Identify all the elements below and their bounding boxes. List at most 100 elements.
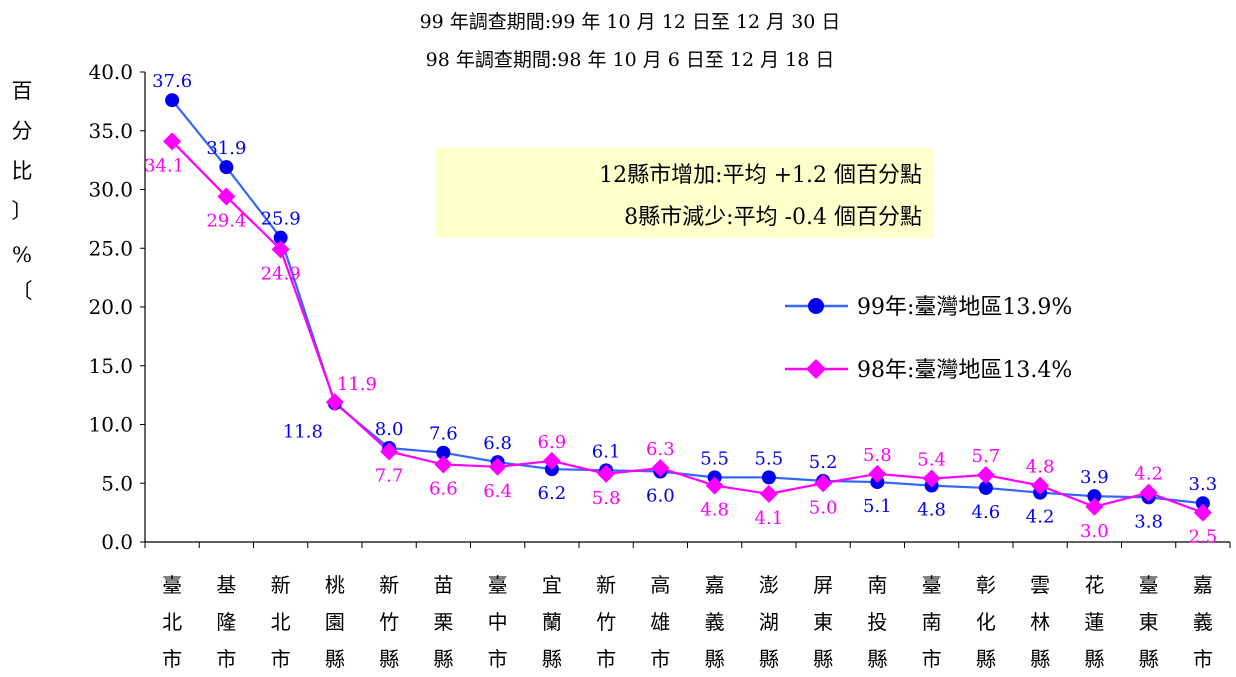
x-category-label: 高	[650, 573, 670, 597]
x-category-label: 苗	[433, 573, 453, 597]
x-category-label: 縣	[1084, 647, 1104, 671]
series-0-data-label: 11.8	[283, 421, 323, 442]
x-category-label: 新	[596, 573, 616, 597]
y-tick-label: 40.0	[88, 60, 133, 84]
series-1-data-label: 4.2	[1134, 464, 1163, 485]
x-category-label: 嘉	[705, 573, 725, 597]
x-category-label: 南	[922, 610, 942, 634]
x-category-label: 縣	[542, 647, 562, 671]
series-1-data-label: 4.1	[755, 508, 784, 529]
x-category-label: 嘉	[1193, 573, 1213, 597]
series-0-point	[165, 93, 180, 108]
series-1-point	[922, 469, 941, 488]
series-1-data-label: 5.7	[972, 446, 1001, 467]
series-0-point	[1195, 496, 1210, 511]
series-1-point	[217, 187, 236, 206]
legend-marker-0	[808, 298, 824, 314]
y-tick-label: 25.0	[88, 236, 133, 260]
x-category-label: 東	[1139, 610, 1159, 634]
x-category-label: 蘭	[542, 610, 562, 634]
x-category-label: 義	[705, 610, 725, 634]
series-1-data-label: 6.3	[646, 439, 675, 460]
x-category-label: 縣	[705, 647, 725, 671]
x-category-label: 新	[271, 573, 291, 597]
series-1-point	[542, 451, 561, 470]
series-1-data-label: 7.7	[375, 466, 404, 487]
series-1-data-label: 34.1	[144, 155, 184, 176]
series-1-point	[814, 474, 833, 493]
x-category-label: 市	[596, 647, 616, 671]
x-category-label: 市	[162, 647, 182, 671]
x-category-label: 縣	[976, 647, 996, 671]
series-1-point	[163, 132, 182, 151]
annotation-background	[436, 148, 934, 238]
x-category-label: 義	[1193, 610, 1213, 634]
series-0-data-label: 6.2	[538, 483, 567, 504]
series-0-data-label: 37.6	[152, 71, 192, 92]
legend-label-1: 98年:臺灣地區13.4%	[857, 358, 1072, 383]
series-1-data-label: 2.5	[1189, 527, 1218, 548]
legend: 99年:臺灣地區13.9% 98年:臺灣地區13.4%	[785, 295, 1072, 383]
series-1-data-label: 5.0	[809, 497, 838, 518]
y-tick-label: 20.0	[88, 295, 133, 319]
x-category-label: 市	[271, 647, 291, 671]
series-0-data-label: 3.9	[1080, 467, 1109, 488]
series-0-data-label: 3.3	[1189, 474, 1218, 495]
x-category-label: 林	[1030, 610, 1050, 634]
x-category-label: 臺	[1139, 573, 1159, 597]
x-category-label: 桃	[325, 573, 345, 597]
series-1-point	[271, 240, 290, 259]
series-1-data-label: 29.4	[206, 211, 246, 232]
y-axis-title-char: 〔	[12, 279, 33, 303]
x-category-label: 北	[162, 610, 182, 634]
x-category-label: 縣	[379, 647, 399, 671]
chart-subtitle-line2: 98 年調查期間:98 年 10 月 6 日至 12 月 18 日	[426, 49, 835, 71]
series-1-data-label: 3.0	[1080, 521, 1109, 542]
y-axis-title-char: %	[12, 243, 32, 267]
x-category-label: 宜	[542, 573, 562, 597]
series-1-data-label: 5.8	[863, 445, 892, 466]
series-0-data-label: 3.8	[1134, 511, 1163, 532]
legend-marker-1	[806, 359, 826, 379]
x-category-label: 竹	[379, 610, 399, 634]
series-1-data-label: 11.9	[337, 374, 377, 395]
x-category-label: 臺	[488, 573, 508, 597]
y-tick-label: 0.0	[101, 530, 133, 554]
x-category-label: 園	[325, 610, 345, 634]
series-1-data-label: 5.4	[917, 450, 946, 471]
x-category-label: 北	[271, 610, 291, 634]
x-category-label: 中	[488, 610, 508, 634]
series-0-data-label: 4.6	[972, 502, 1001, 523]
series-0-data-label: 6.0	[646, 486, 675, 507]
series-1-point	[597, 464, 616, 483]
x-category-label: 投	[867, 610, 887, 634]
x-category-label: 市	[1193, 647, 1213, 671]
series-0-data-label: 6.8	[483, 433, 512, 454]
x-category-label: 隆	[216, 610, 236, 634]
series-0-point	[273, 230, 288, 245]
x-category-label: 縣	[325, 647, 345, 671]
series-0-point	[1087, 489, 1102, 504]
x-category-label: 縣	[813, 647, 833, 671]
x-category-label: 東	[813, 610, 833, 634]
x-category-label: 蓮	[1084, 610, 1104, 634]
series-0-data-label: 5.1	[863, 496, 892, 517]
series-1-point	[868, 464, 887, 483]
series-0-data-label: 5.2	[809, 452, 838, 473]
x-category-label: 南	[867, 573, 887, 597]
series-1-point	[759, 484, 778, 503]
series-0-data-label: 4.8	[917, 500, 946, 521]
series-0-data-label: 5.5	[755, 448, 784, 469]
chart-subtitle-line1: 99 年調查期間:99 年 10 月 12 日至 12 月 30 日	[420, 11, 841, 33]
annotation-line2: 8縣市減少:平均 -0.4 個百分點	[624, 205, 922, 230]
series-0-data-label: 7.6	[429, 424, 458, 445]
legend-label-0: 99年:臺灣地區13.9%	[857, 295, 1072, 320]
series-1-data-label: 24.9	[261, 263, 301, 284]
x-category-label: 縣	[759, 647, 779, 671]
x-category-label: 市	[488, 647, 508, 671]
x-category-label: 栗	[433, 610, 453, 634]
series-1-point	[325, 393, 344, 412]
series-0-data-label: 25.9	[261, 209, 301, 230]
series-0-data-label: 5.5	[700, 448, 729, 469]
